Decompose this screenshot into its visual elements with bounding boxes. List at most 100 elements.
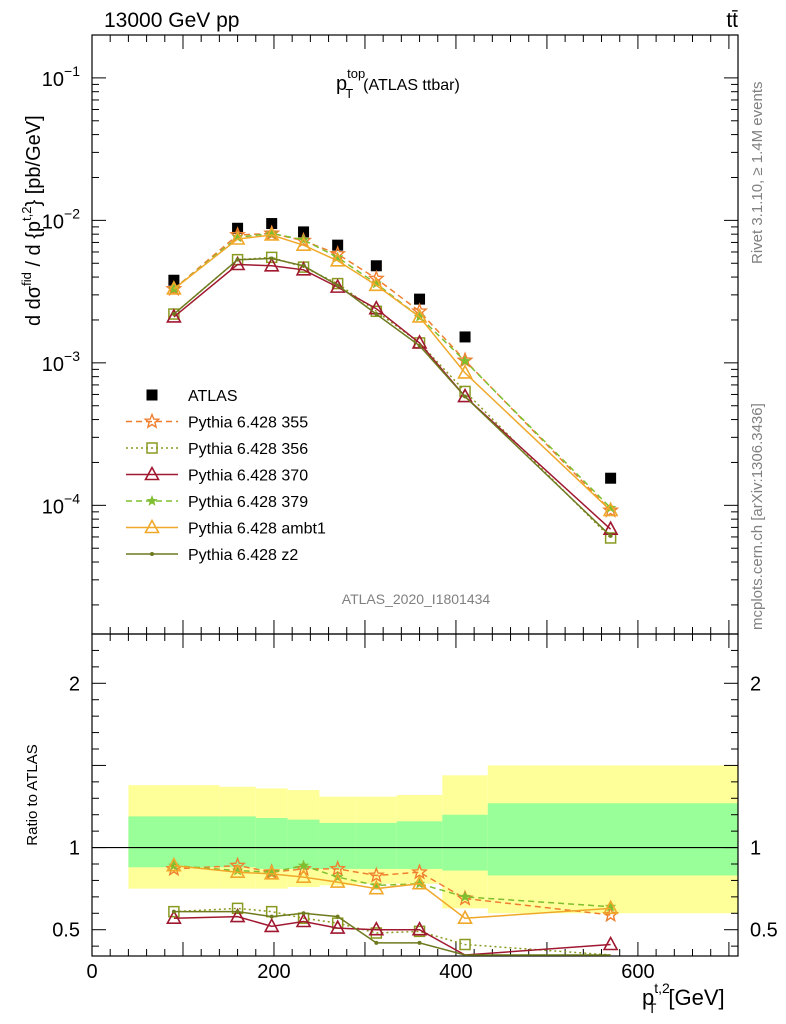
ratio-point-pythia-6-428-379 [297,859,310,871]
ratio-point-pythia-6-428-370 [329,919,346,934]
main-title: ptop T (ATLAS ttbar) [336,66,460,101]
main-point-pythia-6-428-355 [263,224,281,241]
main-point-pythia-6-428-379 [266,227,278,239]
main-point-pythia-6-428-ambt1 [411,308,428,323]
main-point-atlas [414,293,426,305]
main-point-pythia-6-428-ambt1 [602,501,619,517]
main-point-atlas [605,472,617,484]
legend-label-atlas: ATLAS [188,388,238,405]
ratio-band-inner [255,818,288,869]
main-point-pythia-6-428-z2 [335,283,340,288]
main-point-atlas [266,218,278,230]
main-point-pythia-6-428-379 [332,251,344,263]
main-point-pythia-6-428-379 [370,277,382,289]
main-point-pythia-6-428-ambt1 [263,226,280,241]
legend-label-pythia-6-428-ambt1: Pythia 6.428 ambt1 [188,521,326,538]
main-point-pythia-6-428-370 [295,261,312,276]
ratio-point-pythia-6-428-z2 [269,914,274,919]
main-point-pythia-6-428-356 [265,251,278,264]
legend-label-pythia-6-428-356: Pythia 6.428 356 [188,441,308,458]
ratio-y-tick-label-right: 1 [750,838,761,860]
ratio-point-pythia-6-428-370 [295,912,312,928]
legend-marker-pythia-6-428-355 [143,412,161,429]
main-point-pythia-6-428-z2 [608,533,613,538]
ratio-y-tick-label-right: 0.5 [750,920,778,942]
x-axis-label: pt,2 T [GeV] [642,980,725,1016]
main-point-pythia-6-428-379 [459,355,471,366]
main-point-atlas [459,331,471,343]
x-tick-label: 0 [86,961,97,983]
main-point-pythia-6-428-z2 [235,257,240,262]
main-point-pythia-6-428-370 [229,255,246,271]
ratio-line-pythia-6-428-356 [173,907,611,956]
main-y-tick-label: 10−4 [42,490,80,518]
ratio-point-pythia-6-428-370 [368,921,385,936]
main-point-pythia-6-428-370 [457,387,473,403]
ratio-point-pythia-6-428-ambt1 [166,856,182,872]
legend-marker-pythia-6-428-379 [146,495,158,506]
ratio-point-pythia-6-428-ambt1 [263,865,280,880]
axes: 10−1 10−2 10−3 10−4 0 200 400 600 0.5 0.5 1 1 2 2 [42,34,778,983]
ratio-line-pythia-6-428-355 [173,864,611,916]
main-line-pythia-6-428-ambt1 [173,234,612,512]
main-point-pythia-6-428-z2 [301,263,306,268]
ratio-point-pythia-6-428-379 [604,900,617,912]
ratio-band-inner [442,814,488,871]
main-line-pythia-6-428-370 [173,263,612,530]
main-point-pythia-6-428-ambt1 [457,364,473,379]
ratio-point-pythia-6-428-355 [263,863,281,880]
ratio-series [165,856,620,956]
main-point-pythia-6-428-356 [604,532,617,544]
main-point-pythia-6-428-ambt1 [166,280,182,295]
main-point-atlas [370,260,382,272]
header-right: tt̄ [726,9,738,32]
ratio-point-pythia-6-428-356 [459,938,471,951]
main-point-atlas [332,239,344,251]
analysis-label: ATLAS_2020_I1801434 [342,591,491,607]
main-point-pythia-6-428-z2 [374,312,379,317]
legend-marker-pythia-6-428-ambt1 [144,518,160,534]
legend-marker-pythia-6-428-z2 [150,552,154,556]
ratio-band-inner [396,821,443,869]
main-point-pythia-6-428-ambt1 [368,276,385,292]
main-point-pythia-6-428-355 [165,280,183,297]
ratio-y-tick-label-left: 2 [69,673,80,695]
ratio-point-pythia-6-428-379 [231,864,244,876]
main-point-pythia-6-428-z2 [269,256,274,261]
ratio-point-pythia-6-428-ambt1 [602,899,619,915]
ratio-y-label: Ratio to ATLAS [24,744,41,845]
legend-label-pythia-6-428-z2: Pythia 6.428 z2 [188,547,298,564]
ratio-point-pythia-6-428-ambt1 [411,875,428,890]
ratio-point-pythia-6-428-z2 [171,909,176,914]
main-point-pythia-6-428-370 [411,334,428,349]
ratio-y-tick-label-right: 2 [750,673,761,695]
main-y-tick-label: 10−1 [42,63,80,91]
main-point-pythia-6-428-ambt1 [229,230,246,245]
ratio-point-pythia-6-428-ambt1 [295,868,312,883]
ratio-point-pythia-6-428-379 [459,890,471,902]
main-point-pythia-6-428-z2 [417,343,422,348]
ratio-point-pythia-6-428-ambt1 [229,863,246,879]
legend-marker-pythia-6-428-370 [144,465,160,481]
main-point-pythia-6-428-370 [263,257,280,272]
side-text-lower: mcplots.cern.ch [arXiv:1306.3436] [749,403,766,630]
ratio-point-pythia-6-428-z2 [417,940,422,945]
ratio-plot-frame [91,633,739,957]
x-tick-label: 400 [439,961,472,983]
ratio-point-pythia-6-428-355 [367,866,385,883]
main-point-pythia-6-428-ambt1 [295,236,312,251]
ratio-line-pythia-6-428-379 [173,864,611,908]
x-tick-label: 200 [257,961,290,983]
legend-marker-pythia-6-428-356 [146,442,158,454]
legend-label-pythia-6-428-379: Pythia 6.428 379 [188,494,308,511]
main-point-pythia-6-428-370 [329,278,346,293]
main-point-pythia-6-428-355 [602,501,620,518]
main-point-pythia-6-428-379 [604,501,617,513]
legend-label-pythia-6-428-370: Pythia 6.428 370 [188,468,308,485]
ratio-band-inner [487,803,738,876]
legend: ATLAS Pythia 6.428 355 Pythia 6.428 356 Pyt… [126,388,326,564]
ratio-point-pythia-6-428-370 [166,909,182,925]
ratio-point-pythia-6-428-z2 [301,911,306,916]
main-line-pythia-6-428-379 [173,232,612,509]
